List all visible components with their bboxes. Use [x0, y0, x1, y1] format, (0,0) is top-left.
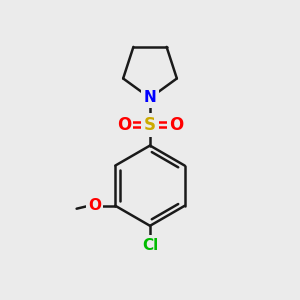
Text: N: N: [144, 91, 156, 106]
Text: Cl: Cl: [142, 238, 158, 253]
Text: O: O: [169, 116, 183, 134]
Text: S: S: [144, 116, 156, 134]
Text: O: O: [88, 198, 101, 213]
Text: O: O: [117, 116, 131, 134]
